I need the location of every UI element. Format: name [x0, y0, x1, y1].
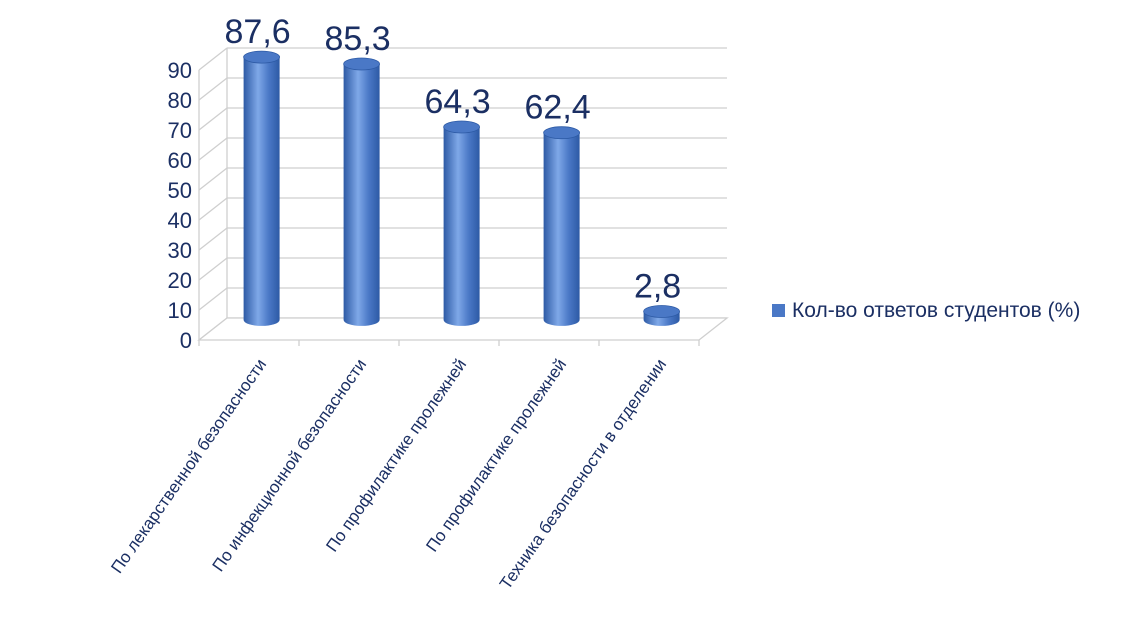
y-tick-label: 10 — [168, 298, 192, 323]
x-tick-label: Техника безопасности в отделении — [496, 355, 670, 593]
bar — [343, 64, 380, 326]
bar-top — [543, 126, 580, 140]
bar — [543, 132, 580, 326]
bar-top — [643, 305, 680, 318]
legend-swatch — [772, 304, 785, 317]
bar-top — [243, 50, 281, 64]
gridline-side — [198, 137, 228, 161]
y-tick-label: 50 — [168, 178, 192, 203]
gridline-side — [198, 287, 228, 311]
y-tick-label: 40 — [168, 208, 192, 233]
gridline-side — [198, 257, 228, 281]
bar-top — [343, 57, 381, 71]
bar — [243, 57, 280, 326]
gridline-side — [198, 107, 228, 131]
bar — [443, 127, 480, 326]
bar-top — [443, 120, 481, 134]
y-tick-label: 30 — [168, 238, 192, 263]
floor — [197, 317, 729, 341]
y-tick-label: 20 — [168, 268, 192, 293]
gridline-side — [198, 197, 228, 221]
data-label: 64,3 — [425, 83, 491, 121]
gridline-side — [198, 227, 228, 251]
legend-label: Кол-во ответов студентов (%) — [792, 299, 1081, 322]
data-label: 85,3 — [325, 20, 391, 58]
data-label: 2,8 — [634, 268, 681, 306]
legend: Кол-во ответов студентов (%) — [772, 293, 1122, 329]
y-tick-label: 60 — [168, 148, 192, 173]
data-label: 87,6 — [225, 13, 291, 51]
data-label: 62,4 — [525, 89, 591, 127]
y-tick-label: 90 — [168, 58, 192, 83]
gridline-side — [198, 167, 228, 191]
gridline-side — [198, 77, 228, 101]
y-tick-label: 0 — [180, 328, 192, 353]
y-tick-label: 70 — [168, 118, 192, 143]
gridline-side — [198, 47, 228, 71]
y-tick-label: 80 — [168, 88, 192, 113]
